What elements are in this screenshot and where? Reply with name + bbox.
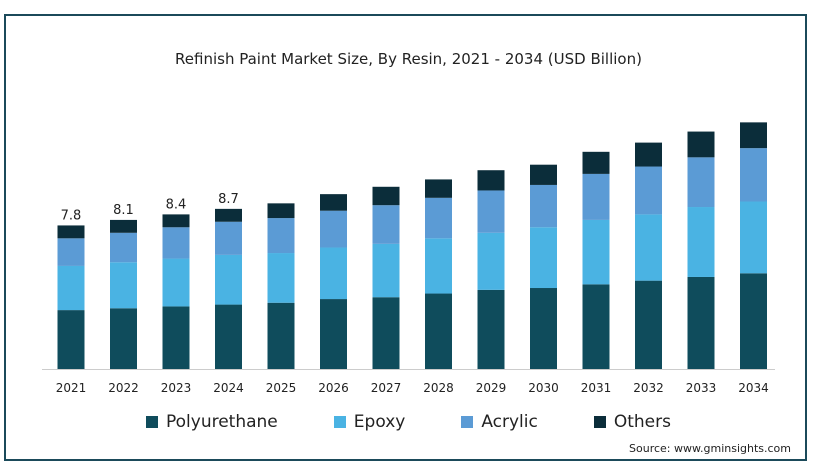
bar-acrylic-2028 [425,197,452,239]
chart-frame [4,14,807,461]
legend-label-others: Others [613,412,671,432]
bar-polyurethane-2028 [425,293,452,369]
legend: Polyurethane Epoxy Acrylic Others [0,412,817,432]
bar-epoxy-2023 [162,258,190,307]
bar-others-2031 [582,151,610,174]
bar-polyurethane-2034 [740,273,767,369]
bar-acrylic-2025 [267,218,295,254]
bar-acrylic-2027 [372,205,400,244]
x-tick-label-2028: 2028 [423,381,454,395]
bar-acrylic-2023 [162,227,190,259]
bar-epoxy-2028 [425,238,452,294]
bar-polyurethane-2033 [687,276,715,369]
bar-acrylic-2026 [320,210,347,248]
bar-epoxy-2032 [635,214,662,281]
bar-epoxy-2031 [582,219,610,285]
x-tick-label-2021: 2021 [56,381,87,395]
legend-swatch-others [593,416,606,428]
bar-acrylic-2031 [582,173,610,220]
x-tick-label-2032: 2032 [633,381,664,395]
legend-item-polyurethane: Polyurethane [146,412,278,432]
bar-others-2024 [215,208,242,222]
x-tick-label-2023: 2023 [161,381,192,395]
x-tick-label-2022: 2022 [108,381,139,395]
x-tick-label-2033: 2033 [686,381,717,395]
bar-epoxy-2033 [687,207,715,277]
bar-polyurethane-2026 [320,299,347,369]
x-tick-label-2024: 2024 [213,381,244,395]
bar-polyurethane-2022 [110,308,137,369]
bar-others-2023 [162,214,190,228]
bar-epoxy-2029 [477,232,505,290]
bar-others-2029 [477,170,505,191]
bar-acrylic-2033 [687,157,715,208]
bar-polyurethane-2030 [530,288,557,369]
bar-polyurethane-2023 [162,306,190,369]
bar-epoxy-2024 [215,254,242,305]
x-tick-label-2026: 2026 [318,381,349,395]
legend-item-acrylic: Acrylic [461,412,538,432]
bar-others-2026 [320,194,347,211]
bar-epoxy-2022 [110,262,137,309]
bar-polyurethane-2029 [477,289,505,369]
bar-epoxy-2034 [740,201,767,274]
bar-acrylic-2032 [635,166,662,215]
bar-others-2030 [530,164,557,185]
bar-others-2034 [740,122,767,149]
bar-polyurethane-2024 [215,304,242,369]
data-label-2024: 8.7 [218,192,239,207]
legend-swatch-epoxy [333,416,346,428]
source-note: Source: www.gminsights.com [629,442,791,455]
bar-epoxy-2021 [57,265,85,311]
x-tick-label-2034: 2034 [738,381,769,395]
legend-label-acrylic: Acrylic [481,412,538,432]
bar-polyurethane-2032 [635,280,662,369]
legend-label-polyurethane: Polyurethane [166,412,278,432]
bar-acrylic-2034 [740,148,767,202]
chart-title: Refinish Paint Market Size, By Resin, 20… [175,50,642,68]
bar-polyurethane-2031 [582,284,610,369]
bar-others-2027 [372,186,400,206]
bar-acrylic-2030 [530,184,557,228]
bar-epoxy-2026 [320,247,347,300]
bar-acrylic-2024 [215,221,242,255]
x-tick-label-2029: 2029 [476,381,507,395]
data-label-2023: 8.4 [166,197,187,212]
bar-others-2022 [110,219,137,233]
bar-others-2028 [425,179,452,198]
legend-label-epoxy: Epoxy [353,412,406,432]
data-label-2021: 7.8 [61,208,82,223]
bar-others-2025 [267,203,295,219]
bar-polyurethane-2021 [57,310,85,369]
legend-item-others: Others [593,412,671,432]
bar-acrylic-2022 [110,232,137,263]
legend-item-epoxy: Epoxy [333,412,406,432]
bar-others-2033 [687,131,715,158]
bar-others-2021 [57,225,85,239]
legend-swatch-acrylic [461,416,474,428]
bar-epoxy-2030 [530,227,557,289]
bar-acrylic-2029 [477,190,505,233]
bar-others-2032 [635,142,662,167]
x-tick-label-2030: 2030 [528,381,559,395]
legend-swatch-polyurethane [146,416,158,428]
x-tick-label-2031: 2031 [581,381,612,395]
data-label-2022: 8.1 [113,203,134,218]
x-tick-label-2025: 2025 [266,381,297,395]
bar-acrylic-2021 [57,238,85,266]
x-tick-label-2027: 2027 [371,381,402,395]
bar-polyurethane-2027 [372,297,400,369]
bar-polyurethane-2025 [267,302,295,369]
bar-epoxy-2025 [267,253,295,303]
bar-epoxy-2027 [372,243,400,298]
